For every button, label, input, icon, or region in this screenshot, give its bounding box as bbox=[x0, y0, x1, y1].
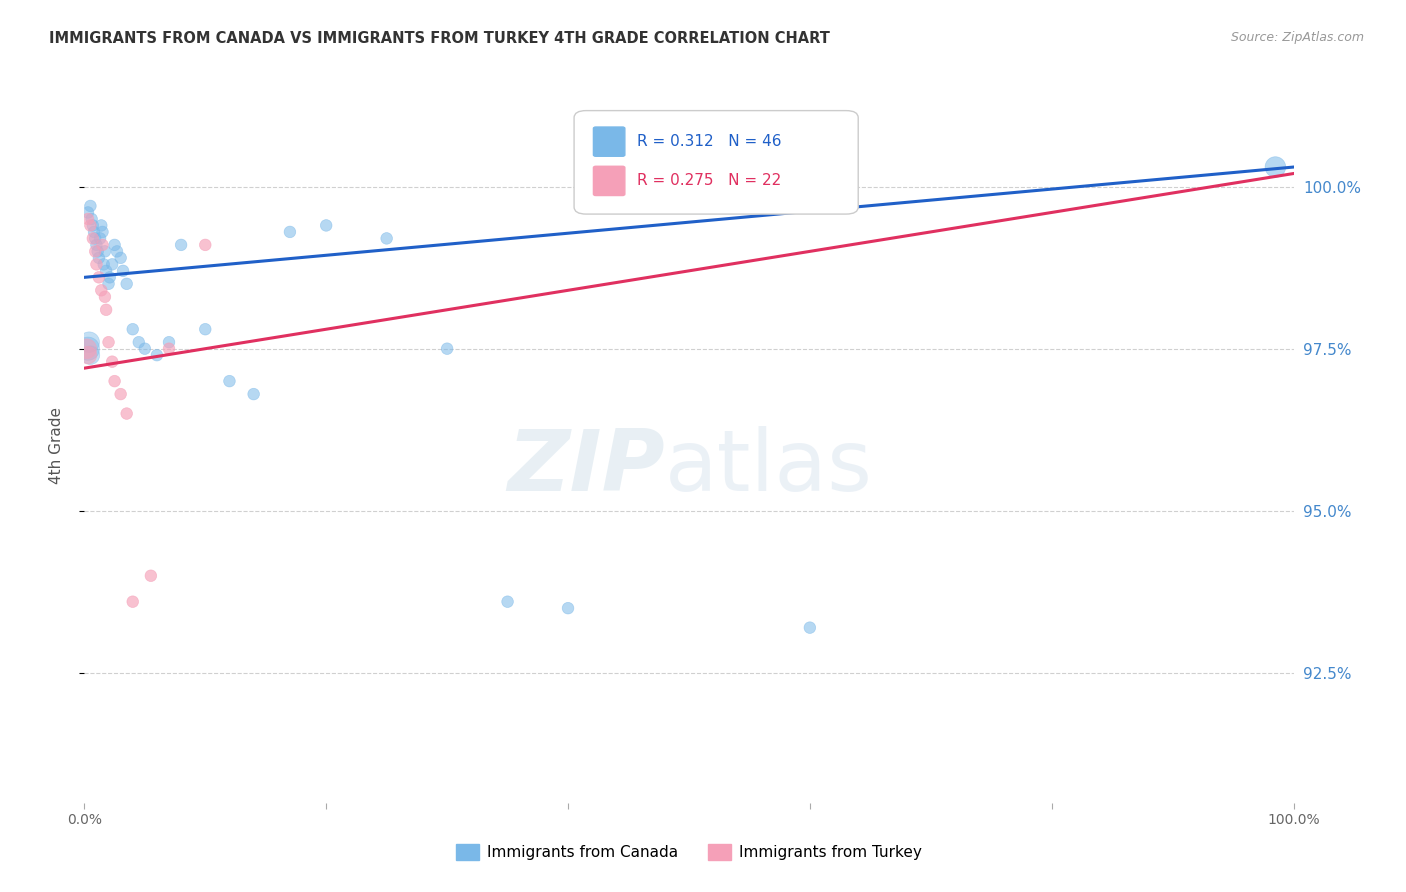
Point bbox=[94, 290, 117, 304]
Point bbox=[278, 225, 301, 239]
Point bbox=[93, 257, 115, 271]
FancyBboxPatch shape bbox=[593, 127, 624, 156]
Point bbox=[94, 244, 117, 259]
Point bbox=[315, 219, 337, 233]
Point bbox=[115, 277, 138, 291]
Point bbox=[86, 238, 108, 252]
Point bbox=[83, 225, 105, 239]
Point bbox=[86, 244, 108, 259]
Point bbox=[799, 621, 821, 635]
Point bbox=[77, 342, 100, 356]
Point bbox=[79, 219, 101, 233]
Point bbox=[90, 283, 112, 297]
Point bbox=[775, 167, 797, 181]
Point bbox=[146, 348, 169, 362]
Point bbox=[94, 302, 117, 317]
Text: ZIP: ZIP bbox=[508, 425, 665, 509]
Point bbox=[496, 595, 519, 609]
FancyBboxPatch shape bbox=[574, 111, 858, 214]
Point bbox=[97, 335, 120, 350]
Point bbox=[82, 231, 104, 245]
Point bbox=[1264, 160, 1286, 174]
Point bbox=[91, 225, 114, 239]
Point bbox=[104, 238, 127, 252]
Point bbox=[90, 219, 112, 233]
Point bbox=[436, 342, 458, 356]
Point bbox=[105, 244, 128, 259]
Point bbox=[80, 211, 103, 226]
Point bbox=[194, 238, 217, 252]
Point bbox=[79, 348, 101, 362]
Point bbox=[115, 407, 138, 421]
Point bbox=[82, 219, 104, 233]
Point bbox=[77, 211, 100, 226]
Point bbox=[110, 387, 132, 401]
Y-axis label: 4th Grade: 4th Grade bbox=[49, 408, 63, 484]
Point bbox=[86, 257, 108, 271]
Point bbox=[128, 335, 150, 350]
Point bbox=[139, 568, 162, 582]
Point bbox=[104, 374, 127, 388]
Text: R = 0.275   N = 22: R = 0.275 N = 22 bbox=[637, 173, 782, 188]
Legend: Immigrants from Canada, Immigrants from Turkey: Immigrants from Canada, Immigrants from … bbox=[450, 838, 928, 866]
Point bbox=[87, 270, 110, 285]
Point bbox=[134, 342, 156, 356]
Point bbox=[84, 244, 107, 259]
Point bbox=[170, 238, 193, 252]
Point bbox=[242, 387, 264, 401]
Point bbox=[157, 342, 180, 356]
Point bbox=[121, 322, 143, 336]
Point bbox=[84, 231, 107, 245]
Text: atlas: atlas bbox=[665, 425, 873, 509]
Point bbox=[218, 374, 240, 388]
Point bbox=[98, 270, 121, 285]
Point bbox=[87, 251, 110, 265]
Point bbox=[91, 238, 114, 252]
Point bbox=[110, 251, 132, 265]
Point bbox=[101, 354, 124, 368]
Text: IMMIGRANTS FROM CANADA VS IMMIGRANTS FROM TURKEY 4TH GRADE CORRELATION CHART: IMMIGRANTS FROM CANADA VS IMMIGRANTS FRO… bbox=[49, 31, 830, 46]
Point bbox=[77, 348, 100, 362]
Point bbox=[76, 342, 98, 356]
Point bbox=[77, 205, 100, 219]
Point bbox=[94, 264, 117, 278]
Point bbox=[77, 335, 100, 350]
Point bbox=[89, 231, 111, 245]
FancyBboxPatch shape bbox=[593, 166, 624, 195]
Point bbox=[557, 601, 579, 615]
Point bbox=[375, 231, 398, 245]
Point bbox=[79, 199, 101, 213]
Point bbox=[194, 322, 217, 336]
Point bbox=[101, 257, 124, 271]
Point bbox=[121, 595, 143, 609]
Point bbox=[112, 264, 135, 278]
Text: Source: ZipAtlas.com: Source: ZipAtlas.com bbox=[1230, 31, 1364, 45]
Text: R = 0.312   N = 46: R = 0.312 N = 46 bbox=[637, 134, 782, 149]
Point bbox=[157, 335, 180, 350]
Point bbox=[97, 277, 120, 291]
